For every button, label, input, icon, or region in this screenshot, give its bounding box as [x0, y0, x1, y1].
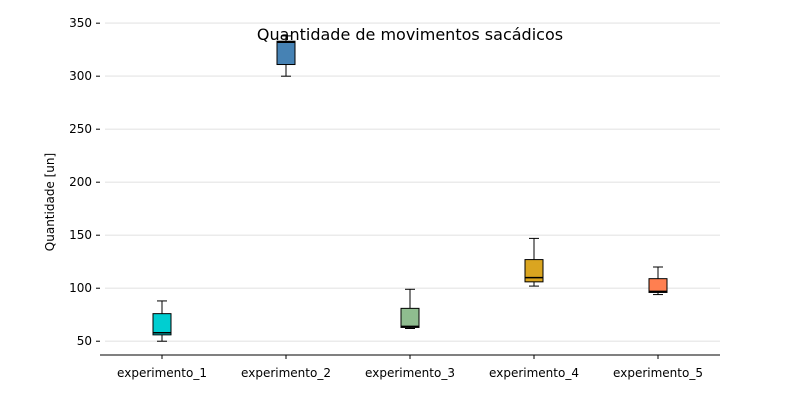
y-tick-label: 250 [69, 122, 92, 136]
x-tick-label: experimento_1 [117, 366, 207, 380]
y-tick-label: 200 [69, 175, 92, 189]
box-group [152, 300, 172, 342]
boxes [152, 35, 668, 342]
y-tick-label: 50 [77, 334, 92, 348]
x-tick-label: experimento_3 [365, 366, 455, 380]
x-tick-label: experimento_4 [489, 366, 579, 380]
box-group [400, 288, 420, 329]
x-tick-label: experimento_5 [613, 366, 703, 380]
box-group [276, 35, 296, 77]
box-iqr [648, 278, 668, 293]
x-tick-label: experimento_2 [241, 366, 331, 380]
y-tick-label: 100 [69, 281, 92, 295]
box-iqr [524, 259, 544, 283]
y-tick-label: 350 [69, 16, 92, 30]
y-axis-label: Quantidade [un] [43, 153, 57, 251]
box-iqr [276, 40, 296, 66]
y-axis-ticks: 50 100 150 200 250 300 350 [69, 16, 100, 348]
x-axis-ticks: experimento_1 experimento_2 experimento_3 e… [117, 355, 703, 380]
grid-lines [105, 22, 720, 342]
box-iqr [400, 307, 420, 328]
chart-title: Quantidade de movimentos sacádicos [257, 25, 563, 44]
y-tick-label: 300 [69, 69, 92, 83]
box-iqr [152, 313, 172, 336]
y-tick-label: 150 [69, 228, 92, 242]
box-group [648, 266, 668, 296]
box-group [524, 237, 544, 287]
